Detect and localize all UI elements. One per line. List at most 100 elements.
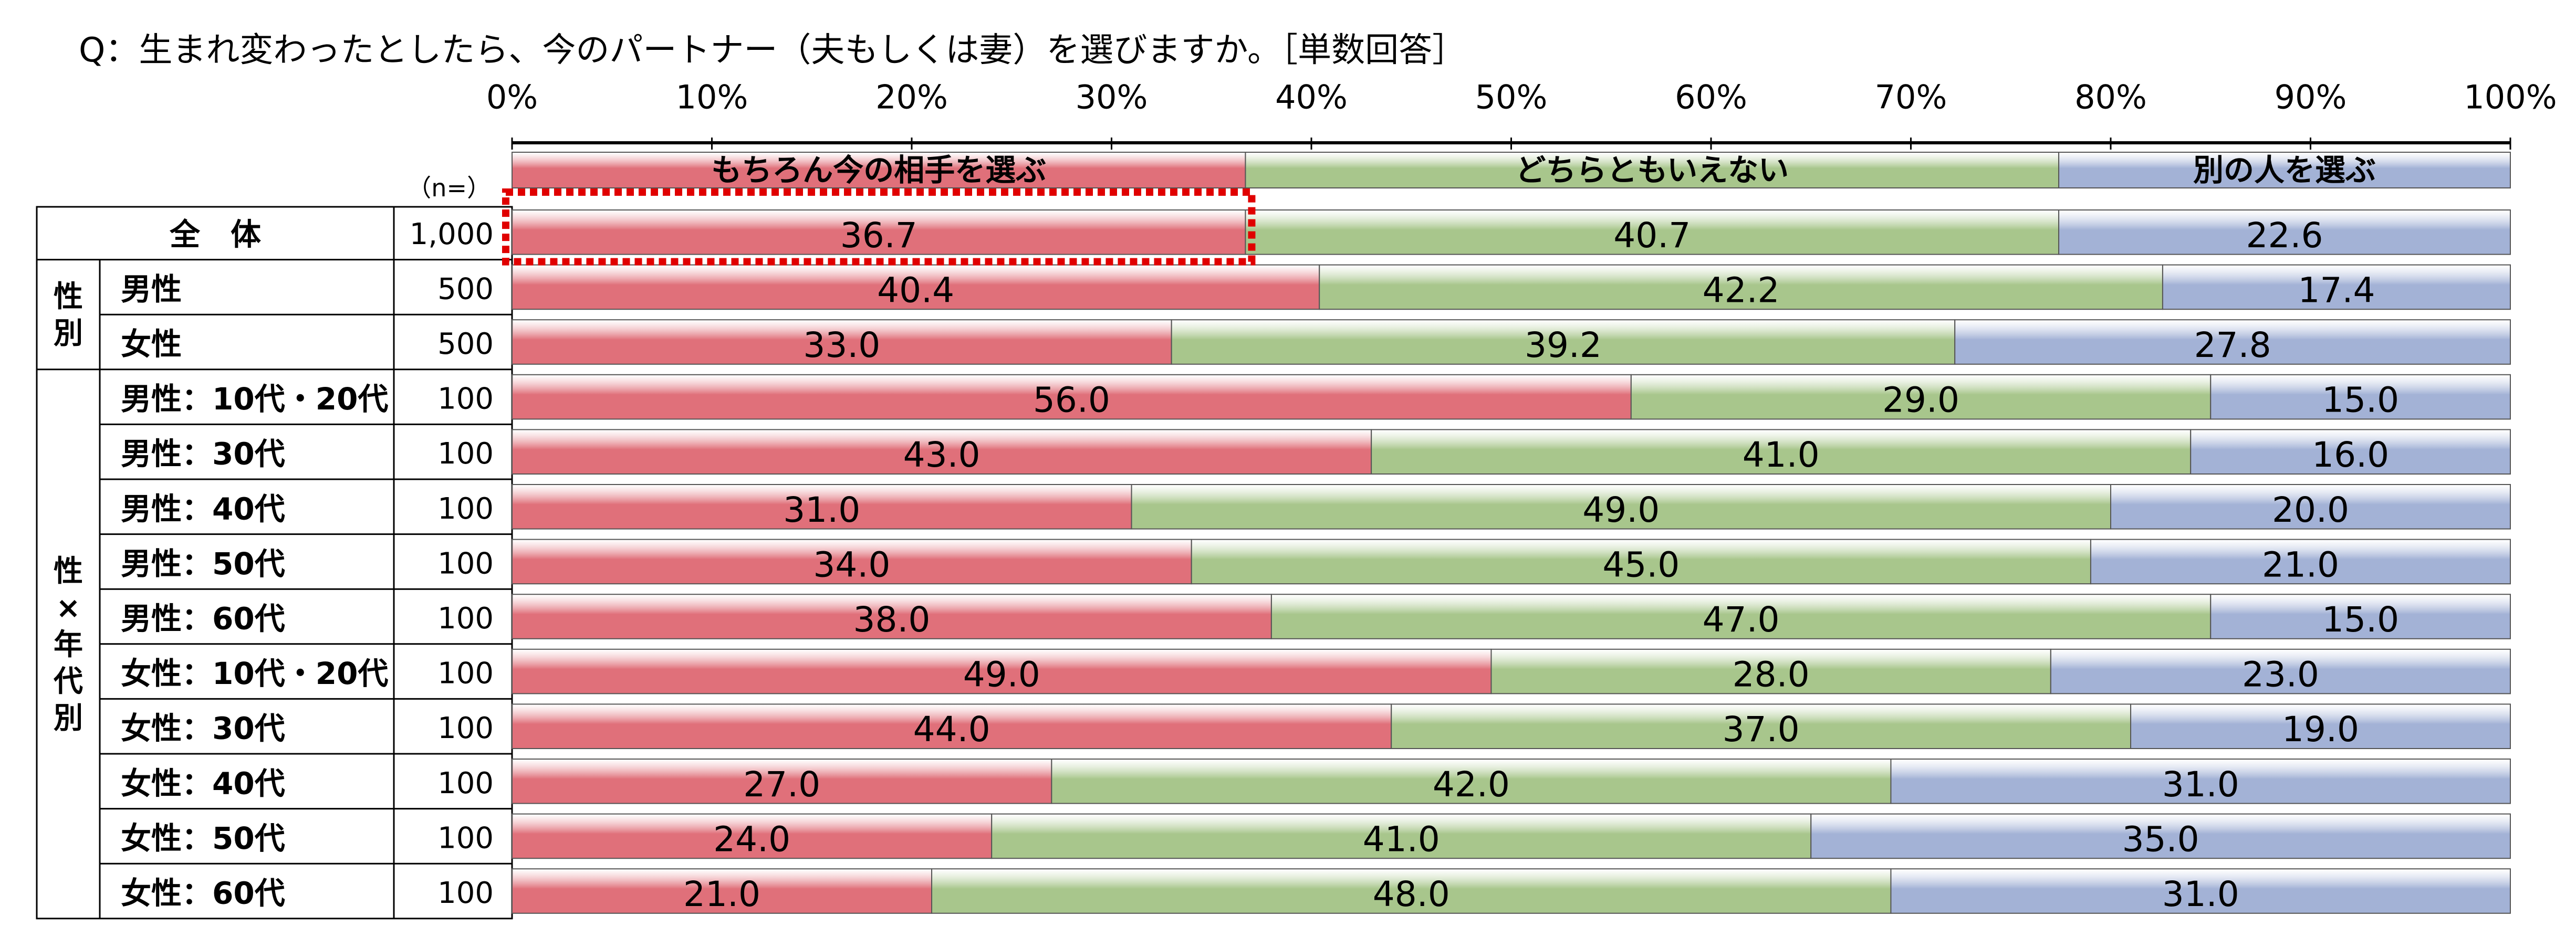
- legend-label-1: もちろん今の相手を選ぶ: [711, 152, 1046, 188]
- row-n-value: 100: [437, 766, 494, 801]
- row-n-value: 500: [437, 327, 494, 361]
- bar-value-label: 49.0: [1582, 490, 1660, 530]
- row-n-value: 100: [437, 876, 494, 910]
- bar-value-label: 15.0: [2322, 380, 2399, 420]
- x-tick-label: 60%: [1675, 78, 1747, 117]
- bar-segment-1: [512, 374, 1632, 420]
- bar-segment-3: [2050, 648, 2511, 694]
- row-category-label: 女性：30代: [121, 711, 285, 746]
- x-tick-label: 30%: [1076, 78, 1148, 117]
- group-label: 性×年代別: [53, 554, 83, 735]
- x-tick-label: 100%: [2464, 78, 2557, 117]
- bar-segment-3: [2190, 429, 2511, 475]
- bar-segment-1: [512, 429, 1372, 475]
- group-label: 性別: [54, 280, 83, 351]
- x-tick-label: 50%: [1475, 78, 1548, 117]
- bar-segment-2: [1191, 539, 2091, 585]
- bar-value-label: 45.0: [1602, 544, 1680, 585]
- bar-value-label: 22.6: [2246, 215, 2323, 256]
- bar-value-label: 41.0: [1363, 819, 1440, 859]
- bar-value-label: 41.0: [1743, 435, 1820, 475]
- n-header-label: （n=）: [407, 174, 491, 202]
- bar-segment-1: [512, 484, 1132, 530]
- row-n-value: 100: [437, 492, 494, 526]
- bar-segment-2: [1490, 648, 2051, 694]
- bar-segment-1: [512, 648, 1492, 694]
- bar-value-label: 42.0: [1433, 764, 1510, 805]
- bar-value-label: 42.2: [1703, 270, 1780, 310]
- row-n-value: 500: [437, 272, 494, 306]
- row-n-value: 100: [437, 382, 494, 416]
- row-n-value: 100: [437, 437, 494, 471]
- bar-value-label: 56.0: [1033, 380, 1110, 420]
- row-category-label: 男性: [121, 271, 182, 307]
- bar-value-label: 23.0: [2242, 655, 2319, 695]
- row-category-label: 女性: [121, 327, 182, 362]
- bar-segment-3: [2130, 703, 2511, 750]
- bar-segment-3: [2162, 264, 2511, 310]
- bar-value-label: 48.0: [1373, 874, 1450, 914]
- bar-segment-3: [1890, 759, 2511, 804]
- legend-segment-3: [2058, 152, 2511, 188]
- row-n-value: 100: [437, 657, 494, 691]
- bar-value-label: 21.0: [2262, 544, 2339, 585]
- bar-value-label: 28.0: [1733, 655, 1810, 695]
- bar-value-label: 27.8: [2194, 325, 2271, 365]
- bar-value-label: 36.7: [840, 215, 917, 256]
- bar-value-label: 16.0: [2312, 435, 2389, 475]
- bar-value-label: 31.0: [2162, 874, 2239, 914]
- bar-segment-1: [512, 868, 933, 914]
- bar-segment-2: [1630, 374, 2212, 420]
- row-category-label: 女性：10代・20代: [121, 656, 388, 691]
- bar-segment-2: [931, 868, 1892, 914]
- row-n-value: 100: [437, 546, 494, 581]
- x-tick-label: 10%: [676, 78, 748, 117]
- legend-label-3: 別の人を選ぶ: [2193, 152, 2376, 188]
- row-category-label: 男性：30代: [121, 436, 285, 472]
- bar-value-label: 37.0: [1723, 709, 1800, 750]
- row-category-label: 男性：10代・20代: [121, 381, 388, 417]
- row-category-label: 女性：50代: [121, 820, 285, 856]
- row-category-label: 全 体: [169, 216, 261, 252]
- bar-segment-2: [1245, 209, 2060, 255]
- row-category-label: 男性：60代: [121, 601, 285, 637]
- bar-segment-3: [2210, 374, 2511, 420]
- bar-segment-2: [1371, 429, 2192, 475]
- bar-value-label: 27.0: [743, 764, 820, 805]
- x-tick-label: 80%: [2074, 78, 2147, 117]
- bar-segment-3: [2090, 539, 2511, 585]
- bar-value-label: 33.0: [803, 325, 880, 365]
- bar-segment-2: [1319, 264, 2163, 310]
- bar-segment-1: [512, 209, 1246, 255]
- x-tick-label: 20%: [875, 78, 948, 117]
- row-n-value: 1,000: [410, 217, 494, 251]
- row-category-label: 女性：60代: [121, 876, 285, 911]
- bar-segment-3: [1954, 319, 2511, 365]
- highlight-box: [502, 188, 1256, 266]
- x-tick-label: 70%: [1875, 78, 1947, 117]
- bar-value-label: 43.0: [903, 435, 981, 475]
- legend-segment-1: [512, 152, 1246, 188]
- x-tick-label: 0%: [486, 78, 538, 117]
- bar-value-label: 38.0: [853, 599, 930, 640]
- row-category-label: 男性：50代: [121, 546, 285, 582]
- bar-value-label: 29.0: [1882, 380, 1959, 420]
- bar-segment-1: [512, 813, 993, 859]
- bar-segment-1: [512, 539, 1192, 585]
- bar-value-label: 49.0: [963, 655, 1040, 695]
- bar-value-label: 31.0: [2162, 764, 2239, 805]
- bar-value-label: 24.0: [713, 819, 790, 859]
- bar-segment-1: [512, 319, 1172, 365]
- bar-value-label: 35.0: [2122, 819, 2199, 859]
- bar-value-label: 44.0: [913, 709, 990, 750]
- bar-value-label: 20.0: [2272, 490, 2349, 530]
- bar-value-label: 31.0: [783, 490, 860, 530]
- bar-value-label: 21.0: [683, 874, 760, 914]
- row-n-value: 100: [437, 711, 494, 745]
- bar-value-label: 40.7: [1613, 215, 1691, 256]
- bar-segment-2: [1131, 484, 2111, 530]
- bar-segment-3: [1810, 813, 2511, 859]
- bar-segment-3: [2110, 484, 2511, 530]
- bar-value-label: 19.0: [2282, 709, 2359, 750]
